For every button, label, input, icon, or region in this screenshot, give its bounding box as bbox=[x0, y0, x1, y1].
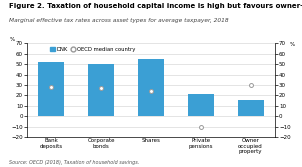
Bar bbox=[188, 94, 214, 116]
Y-axis label: %: % bbox=[290, 42, 295, 47]
Text: Figure 2. Taxation of household capital income is high but favours owner-occupie: Figure 2. Taxation of household capital … bbox=[9, 3, 302, 9]
Bar bbox=[38, 62, 64, 116]
Point bbox=[198, 125, 203, 128]
Text: Marginal effective tax rates across asset types for average taxpayer, 2018: Marginal effective tax rates across asse… bbox=[9, 18, 229, 23]
Y-axis label: %: % bbox=[10, 37, 15, 42]
Point bbox=[149, 90, 153, 93]
Bar bbox=[88, 64, 114, 116]
Point bbox=[248, 84, 253, 86]
Legend: DNK, OECD median country: DNK, OECD median country bbox=[50, 46, 136, 52]
Bar bbox=[238, 100, 264, 116]
Point bbox=[49, 86, 54, 88]
Text: Source: OECD (2018), Taxation of household savings.: Source: OECD (2018), Taxation of househo… bbox=[9, 160, 139, 165]
Point bbox=[99, 87, 104, 90]
Bar bbox=[138, 59, 164, 116]
